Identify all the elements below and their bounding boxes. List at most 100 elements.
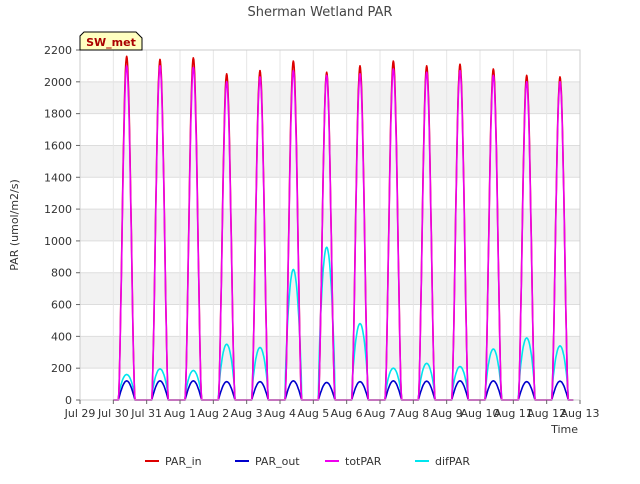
- x-tick-label: Aug 3: [231, 407, 263, 420]
- x-tick-label: Aug 13: [561, 407, 600, 420]
- y-tick-label: 1800: [44, 108, 72, 121]
- series-peak-par-in: [259, 69, 261, 72]
- series-peak-par-in: [159, 58, 161, 61]
- series-peak-difpar: [525, 337, 528, 339]
- series-peak-totpar: [359, 73, 361, 75]
- x-tick-label: Aug 7: [364, 407, 396, 420]
- series-line-par-out: [113, 380, 574, 401]
- series-peak-totpar: [525, 81, 528, 83]
- station-badge: SW_met: [79, 31, 143, 51]
- series-peak-par-in: [559, 76, 561, 78]
- badge-label: SW_met: [86, 36, 136, 49]
- series-peak-difpar: [125, 373, 128, 376]
- series-peak-par-out: [392, 380, 395, 382]
- series-peak-difpar: [325, 246, 328, 249]
- series-peak-par-out: [125, 380, 128, 382]
- grid-band: [80, 336, 580, 369]
- grid-band: [80, 81, 580, 114]
- series-peak-totpar: [492, 74, 495, 77]
- x-tick-label: Aug 2: [197, 407, 229, 420]
- x-tick-label: Aug 1: [164, 407, 196, 420]
- series-peak-difpar: [192, 369, 195, 372]
- series-peak-totpar: [225, 81, 228, 83]
- series-peak-par-in: [325, 71, 328, 74]
- series-peak-par-out: [259, 380, 261, 383]
- series-peak-totpar: [125, 65, 128, 67]
- grid-band: [80, 209, 580, 241]
- series-peak-par-in: [459, 63, 461, 66]
- chart-title: Sherman Wetland PAR: [248, 5, 393, 20]
- series-peak-par-out: [459, 380, 461, 382]
- plot-frame: [79, 49, 581, 401]
- series-peak-totpar: [292, 69, 295, 72]
- series-peak-par-out: [425, 380, 428, 383]
- y-tick-label: 400: [51, 330, 72, 343]
- series-peak-par-in: [425, 65, 428, 67]
- series-peak-par-out: [159, 380, 161, 382]
- series-peak-par-in: [492, 68, 495, 70]
- series-peak-difpar: [292, 268, 295, 271]
- y-tick-label: 1400: [44, 171, 72, 184]
- x-tick-label: Aug 4: [264, 407, 296, 420]
- x-axis: Jul 29 Jul 30 Jul 31 Aug 1 Aug 2 Aug 3 Aug 4 Au…: [64, 400, 600, 420]
- badge-shape: [79, 31, 143, 51]
- series-peak-difpar: [159, 368, 161, 370]
- series-peak-par-out: [292, 380, 295, 382]
- series-peak-par-in: [225, 73, 228, 75]
- series-peak-par-out: [492, 380, 495, 382]
- y-tick-label: 600: [51, 299, 72, 312]
- series-peak-totpar: [259, 76, 261, 78]
- y-axis: 0 200 400 600 800 1000 1200 1400 1600 1800 2000 220…: [44, 44, 80, 407]
- series-peak-par-in: [192, 57, 195, 59]
- series-peak-totpar: [459, 69, 461, 72]
- series-peak-par-out: [525, 380, 528, 383]
- x-axis-label: Time: [550, 423, 578, 436]
- series-peak-totpar: [392, 68, 395, 70]
- legend-label: totPAR: [345, 455, 382, 468]
- series-peak-totpar: [192, 66, 195, 69]
- x-tick-label: Aug 6: [331, 407, 363, 420]
- x-tick-label: Aug 10: [461, 407, 500, 420]
- x-tick-label: Jul 29: [64, 407, 96, 420]
- series-peak-par-in: [359, 65, 361, 67]
- y-axis-label: PAR (umol/m2/s): [8, 179, 21, 271]
- legend-label: difPAR: [435, 455, 470, 468]
- series-peak-totpar: [425, 71, 428, 74]
- y-tick-label: 200: [51, 362, 72, 375]
- y-tick-label: 1600: [44, 139, 72, 152]
- x-tick-label: Aug 12: [527, 407, 566, 420]
- series-peak-par-in: [125, 55, 128, 58]
- series-peak-par-out: [192, 380, 195, 382]
- series-peak-totpar: [559, 81, 561, 83]
- legend-label: PAR_out: [255, 455, 300, 468]
- series-peak-par-out: [359, 380, 361, 383]
- series-peak-par-out: [559, 380, 561, 383]
- series-peak-par-in: [525, 74, 528, 77]
- y-tick-label: 1000: [44, 235, 72, 248]
- x-tick-label: Jul 30: [97, 407, 129, 420]
- x-tick-label: Aug 9: [431, 407, 463, 420]
- series-peak-difpar: [259, 346, 261, 349]
- x-tick-label: Aug 8: [397, 407, 429, 420]
- series-peak-difpar: [225, 343, 228, 346]
- series-peak-totpar: [159, 65, 161, 67]
- x-tick-label: Jul 31: [130, 407, 162, 420]
- y-tick-label: 800: [51, 267, 72, 280]
- x-tick-label: Aug 5: [297, 407, 329, 420]
- series-peak-difpar: [392, 367, 395, 369]
- series-peak-difpar: [492, 348, 495, 350]
- y-tick-label: 0: [65, 394, 72, 407]
- series-peak-difpar: [359, 322, 361, 325]
- series-peak-par-in: [292, 60, 295, 62]
- y-tick-label: 1200: [44, 203, 72, 216]
- series-peak-par-out: [325, 381, 328, 384]
- series-peak-difpar: [459, 365, 461, 368]
- legend-label: PAR_in: [165, 455, 202, 468]
- series-peak-par-in: [392, 60, 395, 62]
- x-tick-label: Aug 11: [494, 407, 533, 420]
- series-peak-difpar: [425, 362, 428, 365]
- series-peak-totpar: [325, 74, 328, 77]
- legend: PAR_in PAR_out totPAR difPAR: [145, 455, 470, 468]
